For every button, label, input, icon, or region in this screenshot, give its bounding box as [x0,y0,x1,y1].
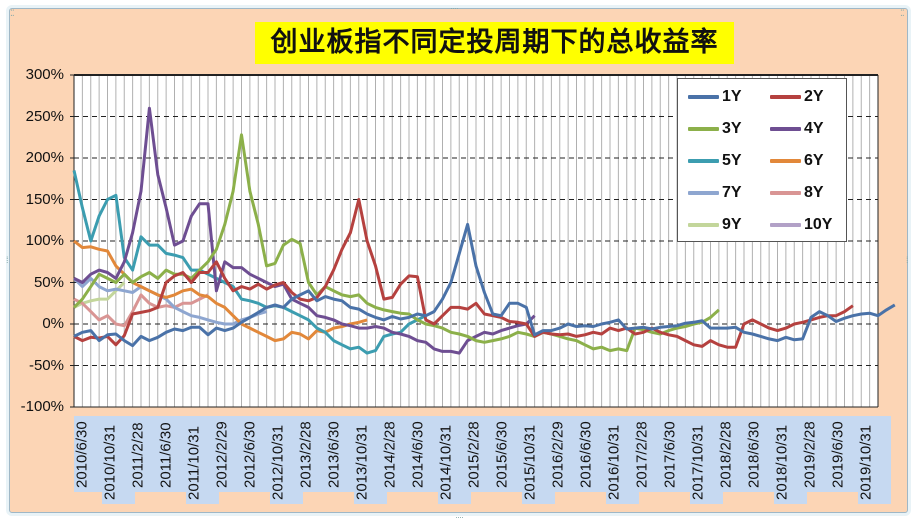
legend-item-9y: 9Y [688,216,742,236]
x-tick-label: 2013/10/31 [354,416,387,504]
x-tick-label: 2010/10/31 [102,416,135,504]
legend-label: 4Y [804,120,824,137]
y-tick-label: 150% [25,190,64,208]
y-tick-label: 100% [25,232,64,249]
y-tick-label: 300% [25,66,64,83]
x-tick-label: 2012/10/31 [270,416,303,504]
x-tick-label: 2014/6/30 [410,416,443,492]
x-tick-label: 2012/2/29 [214,416,247,492]
x-tick-label: 2012/6/30 [242,416,275,492]
x-tick-label: 2015/6/30 [494,416,527,492]
legend-item-2y: 2Y [770,88,824,108]
x-tick-label: 2016/2/29 [550,416,583,492]
legend-item-7y: 7Y [688,184,742,204]
series-line-4y [73,106,536,355]
legend-swatch [770,222,801,227]
x-tick-label: 2011/2/28 [130,416,163,492]
x-tick-label: 2016/6/30 [578,416,611,492]
x-tick-label: 2014/10/31 [438,416,471,504]
legend-label: 5Y [722,152,742,169]
y-tick-label: 0% [42,315,64,332]
resize-handle-left[interactable]: ⁞ [6,255,8,265]
legend-swatch [688,222,719,227]
x-tick-label: 2011/6/30 [158,416,191,492]
legend-item-8y: 8Y [770,184,824,204]
legend-swatch [688,190,719,195]
legend-swatch [770,158,801,163]
x-tick-label: 2019/10/31 [858,416,891,504]
legend-label: 8Y [804,184,824,201]
resize-handle-top-left[interactable]: ⁚⁚ [10,8,15,18]
y-tick-label: -50% [28,356,64,374]
x-tick-label: 2017/6/30 [662,416,695,492]
x-tick-label: 2014/2/28 [382,416,415,492]
x-tick-label: 2016/10/31 [606,416,639,504]
x-axis-labels: 2010/6/30 2010/10/31 2011/2/28 2011/6/30 201… [58,416,891,504]
legend-item-3y: 3Y [688,120,742,140]
legend-label: 2Y [804,88,824,105]
y-tick-label: 250% [25,107,64,125]
resize-handle-right[interactable]: ⁞ [906,255,908,265]
legend-item-1y: 1Y [688,88,742,108]
legend-swatch [770,94,801,99]
legend-item-6y: 6Y [770,152,824,172]
series-line-8y [73,293,209,328]
y-tick-label: 50% [33,273,64,291]
x-tick-label: 2010/6/30 [74,416,107,492]
x-tick-label: 2019/2/28 [802,416,835,492]
series-line-6y [73,239,368,343]
legend-swatch [770,190,801,195]
resize-handle-top[interactable]: ···· [450,3,459,13]
legend-swatch [688,94,719,99]
x-tick-label: 2017/2/28 [634,416,667,492]
chart-title: 创业板指不同定投周期下的总收益率 [255,22,734,64]
resize-handle-bottom[interactable]: ···· [455,512,464,522]
legend-label: 10Y [804,216,833,233]
x-tick-label: 2018/2/28 [718,416,751,492]
legend-swatch [688,158,719,163]
x-tick-label: 2015/2/28 [466,416,499,492]
x-tick-label: 2017/10/31 [690,416,723,504]
x-tick-label: 2018/10/31 [774,416,807,504]
x-tick-label: 2018/6/30 [746,416,779,492]
x-tick-label: 2011/10/31 [186,416,219,504]
legend-label: 9Y [722,216,742,233]
x-tick-label: 2013/2/28 [298,416,331,492]
series-line-5y [72,170,427,355]
series-line-7y [72,276,268,326]
legend-item-4y: 4Y [770,120,824,140]
legend-label: 7Y [722,184,742,201]
series-line-1y [73,222,896,348]
legend-item-5y: 5Y [688,152,742,172]
series-line-2y [73,198,854,349]
legend-item-10y: 10Y [770,216,832,236]
legend-swatch [770,126,801,131]
resize-handle-top-right[interactable]: ⁚⁚ [900,8,905,18]
legend-swatch [688,126,719,131]
y-tick-label: -100% [20,398,64,415]
x-tick-label: 2013/6/30 [326,416,359,492]
x-tick-label: 2019/6/30 [830,416,863,492]
y-tick-label: 200% [25,149,64,166]
legend: 1Y 2Y 3Y 4Y 5Y 6Y 7Y 8Y 9Y 10Y [677,78,847,242]
x-tick-label: 2015/10/31 [522,416,555,504]
legend-label: 3Y [722,120,742,137]
legend-label: 6Y [804,152,824,169]
legend-label: 1Y [722,88,742,105]
